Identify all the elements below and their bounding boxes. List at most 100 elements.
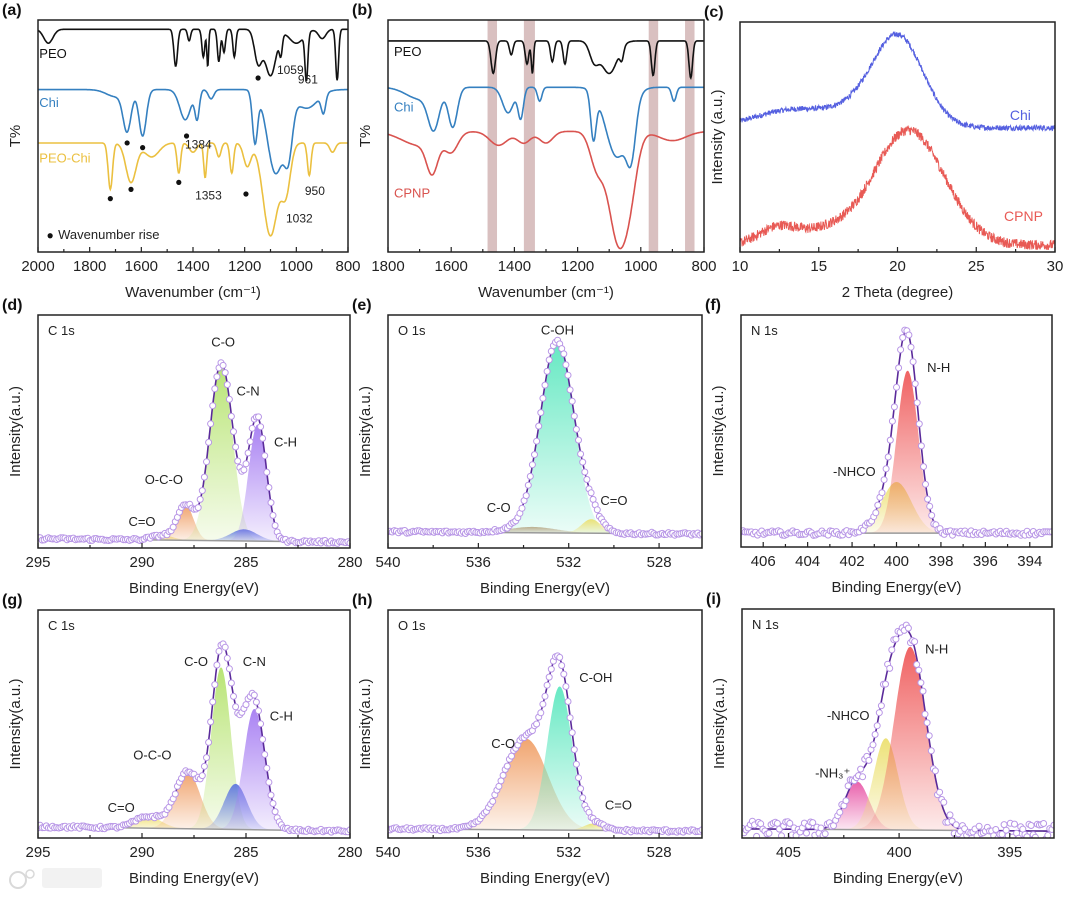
panel-label: (e) (352, 297, 372, 314)
data-point (926, 502, 934, 510)
plot-area (38, 28, 348, 237)
x-tick-label: 398 (928, 553, 953, 570)
watermark (9, 868, 102, 889)
x-tick-label: 1600 (435, 258, 468, 275)
data-point (213, 373, 221, 381)
component-peak-oco (38, 771, 350, 832)
wavenumber-rise-marker (176, 179, 182, 185)
data-point (522, 492, 530, 500)
data-point (765, 829, 773, 837)
data-point (923, 719, 931, 727)
data-point (242, 701, 250, 709)
x-tick-label: 532 (556, 554, 581, 571)
x-axis-label: Binding Energy(eV) (480, 870, 610, 887)
plot-area (388, 652, 702, 836)
x-tick-label: 1800 (371, 258, 404, 275)
x-tick-label: 1600 (125, 258, 158, 275)
peak-annotation: 1032 (286, 212, 313, 226)
series-line-peo (388, 40, 704, 80)
data-point (198, 487, 206, 495)
wavenumber-rise-marker (128, 186, 134, 192)
panel-label: (b) (352, 2, 372, 19)
data-point (255, 707, 262, 715)
panel-b: PEO Chi CPNP 1800 1600 1400 1200 1000 800 Wavenum… (352, 2, 717, 301)
peak-label: C-O (491, 736, 515, 751)
peak-label: C=O (108, 800, 135, 815)
data-point (872, 509, 880, 517)
data-point (1011, 820, 1018, 828)
peak-label: N-H (927, 360, 950, 375)
data-point (541, 381, 549, 389)
data-point (587, 489, 595, 497)
x-tick-label: 15 (810, 258, 827, 275)
x-tick-label: 528 (647, 844, 672, 861)
series-label: Chi (394, 100, 414, 115)
x-tick-label: 800 (691, 258, 716, 275)
wavenumber-rise-marker (107, 196, 113, 202)
data-point (556, 653, 564, 661)
data-point (888, 417, 896, 425)
data-point (194, 504, 202, 512)
data-point (886, 664, 894, 672)
peak-label: C-O (211, 334, 235, 349)
data-point (803, 829, 810, 837)
data-point (1044, 831, 1052, 838)
x-tick-label: 30 (1047, 258, 1064, 275)
data-point (566, 714, 574, 722)
data-point (246, 438, 254, 446)
peak-label: C=O (600, 493, 627, 508)
data-point (915, 666, 923, 674)
data-point (533, 720, 541, 728)
data-point (890, 403, 898, 411)
x-tick-label: 280 (337, 844, 362, 861)
data-point (857, 765, 865, 773)
data-point (892, 635, 900, 643)
x-tick-label: 295 (25, 554, 50, 571)
y-axis-label: Intensity(a.u.) (7, 679, 24, 770)
data-point (786, 819, 794, 827)
data-point (203, 754, 210, 762)
peak-label: O-C-O (133, 747, 171, 762)
data-point (524, 481, 532, 489)
data-point (931, 767, 939, 775)
data-point (880, 476, 888, 484)
data-point (907, 343, 915, 351)
x-tick-label: 800 (335, 258, 360, 275)
data-point (1040, 820, 1048, 827)
panel-i: N 1s N-H -NHCO -NH₃⁺ 405 400 395 Binding Energy… (706, 591, 1055, 887)
peak-label: -NHCO (827, 708, 870, 723)
panel-h: O 1s C-OH C-O C=O 540 536 532 528 Binding Energy… (352, 592, 703, 887)
data-point (267, 499, 275, 507)
x-tick-label: 285 (233, 844, 258, 861)
data-point (1002, 826, 1010, 834)
plot-area (388, 20, 704, 252)
data-point (568, 397, 576, 405)
x-tick-label: 400 (884, 553, 909, 570)
x-tick-label: 285 (233, 554, 258, 571)
peak-label: C=O (605, 798, 632, 813)
data-point (257, 720, 265, 728)
data-point (579, 458, 587, 466)
data-point (869, 741, 877, 749)
data-point (778, 832, 785, 838)
plot-area (741, 326, 1052, 539)
data-point (213, 661, 221, 669)
data-point (873, 722, 881, 730)
panel-d: C 1s C-O C-N C-H O-C-O C=O 295 290 285 280 Binding… (2, 297, 363, 597)
series-label: Chi (1010, 107, 1031, 123)
x-tick-label: 2000 (21, 258, 54, 275)
x-axis-label: Wavenumber (cm⁻¹) (478, 284, 614, 301)
data-point (773, 819, 781, 827)
x-tick-label: 404 (795, 553, 820, 570)
data-point (252, 698, 260, 706)
data-point (911, 380, 919, 388)
x-tick-label: 536 (466, 844, 491, 861)
peak-label: C=O (128, 514, 155, 529)
x-tick-label: 540 (375, 554, 400, 571)
y-axis-label: Intensity(a.u.) (7, 386, 24, 477)
data-point (922, 480, 929, 488)
data-point (904, 624, 912, 632)
plot-frame (37, 314, 351, 549)
data-point (913, 661, 921, 668)
data-point (842, 797, 850, 805)
